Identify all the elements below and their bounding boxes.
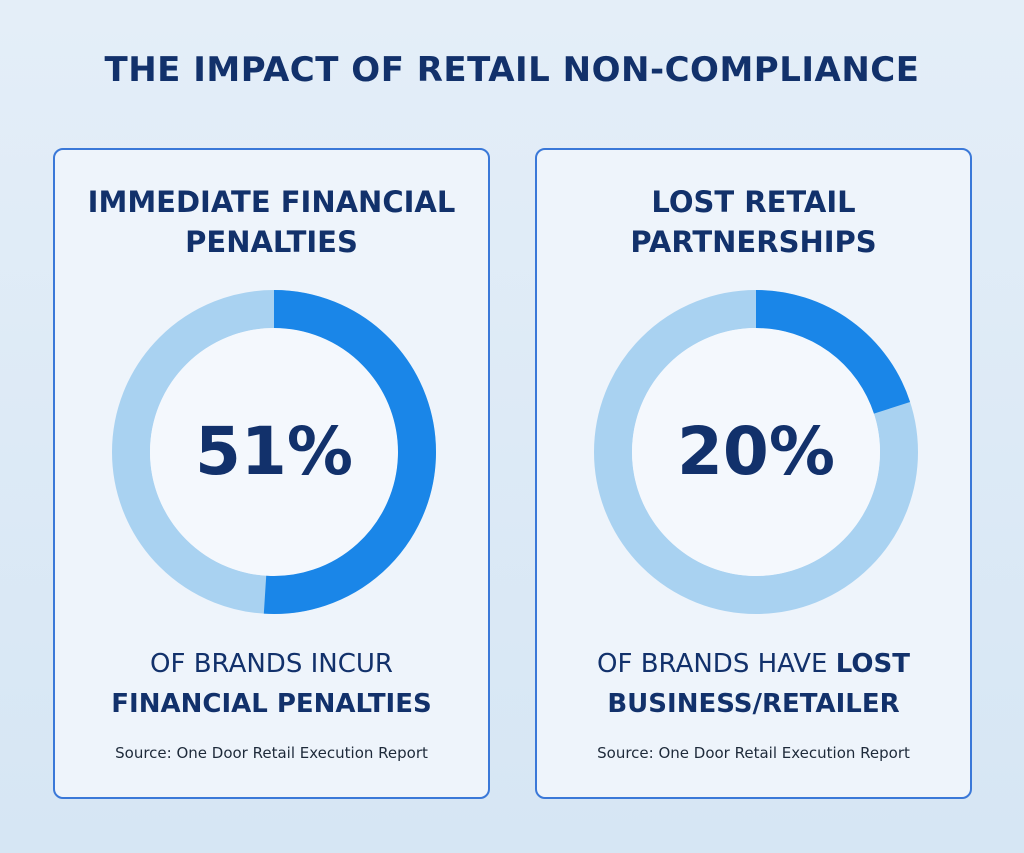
caption-regular: OF BRANDS HAVE xyxy=(597,649,828,679)
card-title: IMMEDIATE FINANCIAL PENALTIES xyxy=(87,185,456,259)
caption-regular: OF BRANDS INCUR xyxy=(150,649,393,679)
caption: OF BRANDS INCUR FINANCIAL PENALTIES xyxy=(85,644,458,724)
page-title: THE IMPACT OF RETAIL NON-COMPLIANCE xyxy=(104,50,920,90)
donut-arc xyxy=(263,290,436,614)
card: IMMEDIATE FINANCIAL PENALTIES 51% OF BRAND… xyxy=(53,148,490,799)
card: LOST RETAIL PARTNERSHIPS 20% OF BRANDS HAV… xyxy=(535,148,972,799)
source: Source: One Door Retail Execution Report xyxy=(115,744,428,762)
donut-value-label: 20% xyxy=(677,413,835,490)
donut-chart: 51% xyxy=(112,290,436,614)
donut-value-label: 51% xyxy=(195,413,353,490)
donut-arc xyxy=(755,290,911,415)
caption: OF BRANDS HAVE LOST BUSINESS/RETAILER xyxy=(567,644,940,724)
card-title: LOST RETAIL PARTNERSHIPS xyxy=(630,185,877,259)
caption-bold: FINANCIAL PENALTIES xyxy=(111,689,432,719)
caption-bold: LOST BUSINESS/RETAILER xyxy=(607,649,910,719)
donut-hole xyxy=(632,328,880,576)
donut-hole xyxy=(150,328,398,576)
source: Source: One Door Retail Execution Report xyxy=(597,744,910,762)
donut-chart: 20% xyxy=(594,290,918,614)
